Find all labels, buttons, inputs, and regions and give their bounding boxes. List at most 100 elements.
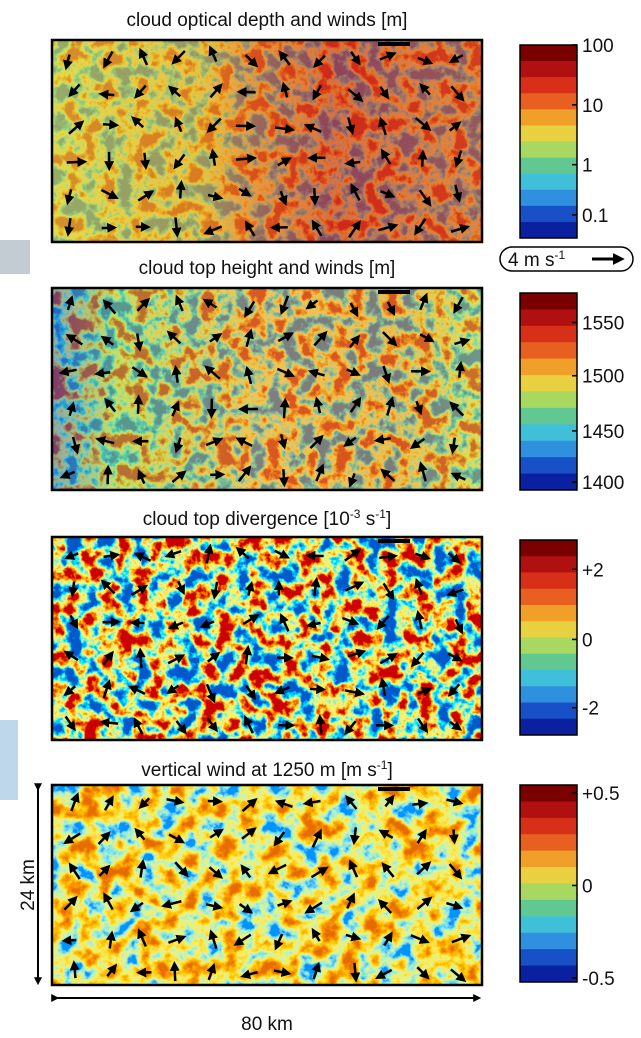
- wind-arrow: [205, 683, 216, 704]
- colorbar-band: [520, 883, 577, 901]
- colorbar-band: [520, 801, 577, 819]
- colorbar-tick-label: 1550: [582, 314, 624, 335]
- wind-arrow: [103, 550, 121, 561]
- colorbar-tick-label: 1400: [582, 473, 624, 494]
- wind-arrow: [454, 618, 464, 635]
- wind-arrow: [206, 117, 222, 134]
- wind-arrow: [455, 360, 465, 378]
- wind-arrow: [171, 364, 182, 383]
- wind-arrow: [244, 581, 255, 596]
- wind-arrow: [64, 189, 75, 206]
- wind-arrow: [341, 616, 360, 626]
- wind-arrow: [273, 967, 292, 977]
- wind-arrow: [209, 828, 225, 839]
- colorbar-band: [520, 473, 577, 491]
- wind-arrow: [95, 436, 115, 446]
- panel-title: cloud top divergence [10-3 s-1]: [143, 507, 391, 530]
- field: [52, 785, 482, 985]
- wind-arrow: [349, 827, 360, 846]
- colorbar-band: [520, 932, 577, 950]
- wind-arrow: [416, 861, 432, 876]
- wind-arrow: [137, 190, 155, 202]
- wind-arrow: [206, 717, 218, 733]
- wind-arrow: [131, 116, 145, 129]
- wind-arrow: [102, 650, 114, 666]
- panel: vertical wind at 1250 m [m s-1] +0.5 0 -0.5: [50, 758, 620, 990]
- wind-arrow: [202, 298, 218, 309]
- colorbar-band: [520, 572, 577, 590]
- wind-arrow: [100, 579, 116, 595]
- wind-arrow: [448, 53, 464, 63]
- wind-arrow: [243, 365, 254, 385]
- colorbar-band: [520, 556, 577, 573]
- wind-arrow: [137, 928, 148, 948]
- colorbar-band: [520, 916, 577, 934]
- wind-arrow: [233, 933, 252, 946]
- field-texture: [52, 288, 482, 490]
- wind-arrow: [274, 123, 296, 134]
- wind-arrow: [345, 795, 358, 810]
- wind-arrow: [305, 299, 319, 310]
- colorbar-frame: [519, 784, 578, 983]
- wind-arrow: [175, 179, 186, 199]
- wind-arrow: [245, 685, 256, 701]
- wind-arrow: [128, 685, 146, 696]
- wind-arrow: [171, 470, 187, 483]
- wind-arrow: [416, 896, 433, 910]
- wind-arrow: [102, 299, 117, 315]
- colorbar-tick-label: 0: [582, 876, 593, 897]
- wind-arrow: [417, 149, 428, 167]
- wind-arrow: [278, 190, 288, 206]
- wind-arrow: [350, 183, 361, 202]
- wind-arrow: [416, 966, 430, 980]
- wind-arrow: [138, 797, 151, 810]
- wind-arrow: [238, 903, 254, 914]
- wind-arrow: [173, 437, 184, 454]
- panel: cloud top height and winds [m] 1550 1500 14…: [50, 258, 624, 494]
- colorbar-band: [520, 653, 577, 671]
- wind-arrow: [448, 829, 459, 845]
- superscript: -1: [377, 758, 388, 772]
- wind-arrow: [244, 300, 256, 318]
- colorbar-band: [520, 375, 577, 392]
- wind-arrow: [450, 472, 466, 482]
- colorbar-tick-label: 1450: [582, 422, 624, 443]
- colorbar-band: [520, 61, 577, 78]
- wind-arrow: [98, 89, 115, 100]
- wind-arrow: [207, 191, 224, 202]
- wind-arrow: [418, 292, 429, 311]
- wind-arrow: [205, 437, 224, 447]
- wind-arrow: [64, 550, 79, 560]
- wind-arrow: [448, 437, 459, 455]
- wind-arrow: [100, 188, 119, 199]
- wind-arrow: [168, 833, 186, 844]
- colorbar-band: [520, 621, 577, 638]
- wind-arrow: [309, 684, 327, 695]
- wind-arrow: [310, 576, 321, 597]
- wind-arrow: [350, 51, 361, 66]
- wind-arrow: [241, 797, 258, 812]
- wind-arrow: [312, 54, 326, 69]
- wind-arrow: [419, 333, 435, 343]
- wind-arrow: [349, 334, 361, 348]
- wind-arrow: [344, 548, 362, 562]
- wind-arrow: [313, 396, 324, 414]
- colorbar-band: [520, 77, 577, 94]
- wind-arrow: [208, 45, 218, 63]
- colorbar-frame: [519, 292, 578, 491]
- wind-arrow: [267, 863, 287, 875]
- wind-arrow: [208, 148, 219, 166]
- wind-arrow: [413, 400, 423, 416]
- wind-arrow: [63, 685, 77, 697]
- colorbar-band: [520, 718, 577, 736]
- text-part: cloud optical depth and winds [m]: [127, 10, 408, 31]
- map-frame: [50, 783, 484, 987]
- wind-arrow: [311, 961, 321, 980]
- map-frame: [50, 286, 484, 492]
- superscript: -1: [554, 248, 565, 262]
- panel: cloud optical depth and winds [m] 100 10 1 0…: [50, 10, 614, 244]
- wind-arrow: [273, 831, 286, 847]
- panel: cloud top divergence [10-3 s-1] +2 0 -2: [50, 507, 604, 742]
- wind-arrow: [348, 473, 358, 488]
